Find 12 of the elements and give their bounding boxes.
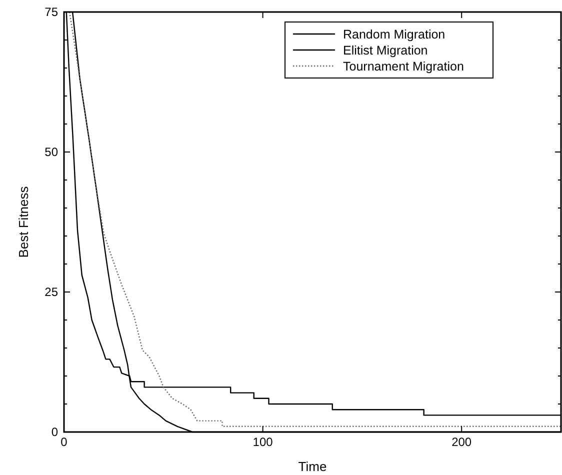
- legend-label: Tournament Migration: [343, 59, 464, 74]
- y-axis-title: Best Fitness: [16, 186, 31, 258]
- x-tick-label: 100: [252, 435, 274, 449]
- legend-label: Random Migration: [343, 27, 446, 42]
- x-tick-label: 200: [452, 435, 472, 449]
- legend-label: Elitist Migration: [343, 43, 428, 58]
- y-tick-label: 25: [44, 285, 58, 300]
- y-tick-label: 0: [51, 425, 58, 440]
- y-tick-label: 50: [44, 145, 58, 160]
- x-axis-title: Time: [298, 459, 327, 474]
- x-tick-label: 0: [60, 435, 68, 449]
- y-tick-label: 75: [44, 5, 58, 20]
